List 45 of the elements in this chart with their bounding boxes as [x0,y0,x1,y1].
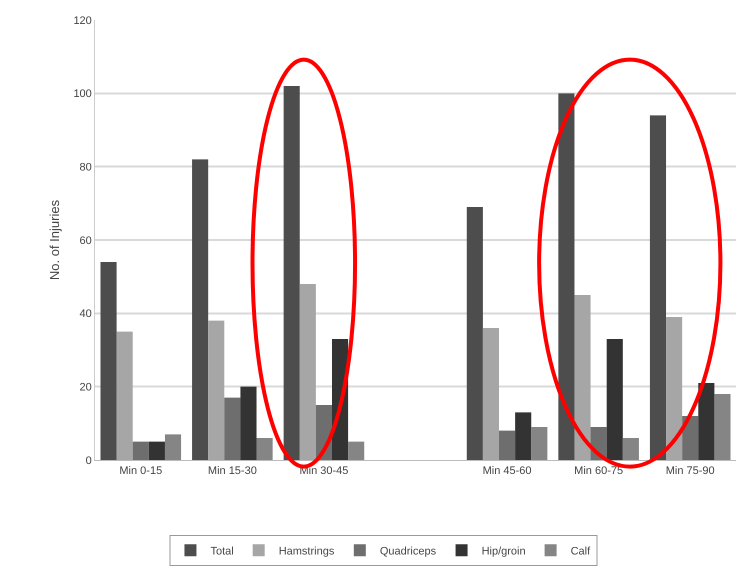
legend-label: Total [210,546,234,558]
bar [531,427,548,460]
y-tick-label: 20 [80,382,92,394]
bar [622,438,639,460]
x-tick-label: Min 45-60 [482,465,532,478]
y-tick-label: 100 [73,88,92,100]
bar [284,86,300,460]
x-tick-label: Min 60-75 [574,465,624,478]
bar [698,383,714,460]
legend-label: Hamstrings [278,546,335,558]
y-tick-label: 0 [86,454,92,467]
bar [666,317,682,460]
legend-label: Quadriceps [380,546,437,558]
bar [558,93,574,460]
bar [515,412,532,460]
bar [208,320,224,460]
bar [466,207,483,460]
bar [192,159,208,460]
bar [574,295,591,460]
bar [132,442,149,460]
bar [256,438,273,460]
bar [650,115,666,460]
x-tick-label: Min 0-15 [119,465,162,478]
y-tick-label: 60 [80,234,92,247]
bar [682,416,698,460]
legend-label: Calf [570,546,592,558]
bar [240,386,257,460]
bar [348,442,364,460]
bar [482,328,500,460]
bar [300,284,316,460]
bar [714,394,731,460]
legend-label: Hip/groin [482,546,526,558]
x-tick-label: Min 75-90 [666,465,715,478]
bar [116,332,133,460]
bar [606,339,623,460]
y-tick-label: 40 [80,308,92,320]
y-tick-label: 80 [80,162,92,174]
x-tick-label: Min 15-30 [208,465,257,478]
bar [148,442,165,460]
bar [164,434,182,460]
y-tick-label: 120 [73,14,92,27]
y-axis-title: No. of Injuries [47,199,62,280]
bar [100,262,117,460]
bar [499,430,516,460]
bar [224,398,240,460]
